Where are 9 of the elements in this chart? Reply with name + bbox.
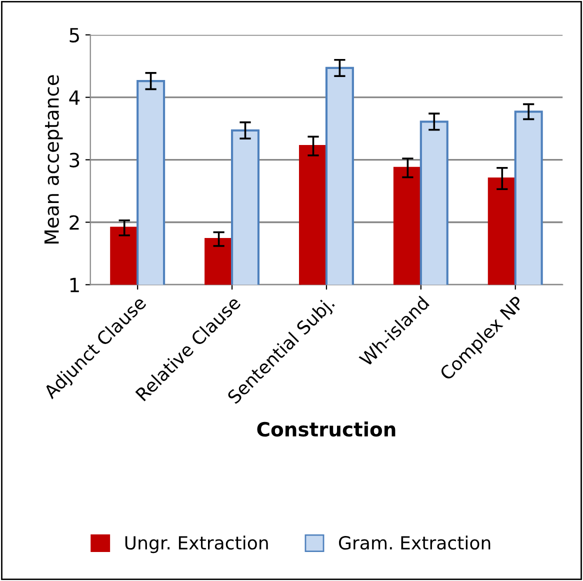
y-tick-label: 1 [70, 278, 79, 292]
y-tick-label: 3 [70, 152, 80, 168]
x-axis-title: Construction [257, 422, 396, 437]
y-tick-label: 5 [70, 28, 79, 43]
y-axis-title: Mean acceptance [44, 75, 63, 244]
y-tick-label: 2 [70, 215, 79, 230]
y-tick-label: 4 [69, 90, 80, 105]
legend-label: Gram. Extraction [338, 536, 490, 550]
legend-label: Ungr. Extraction [125, 536, 268, 554]
